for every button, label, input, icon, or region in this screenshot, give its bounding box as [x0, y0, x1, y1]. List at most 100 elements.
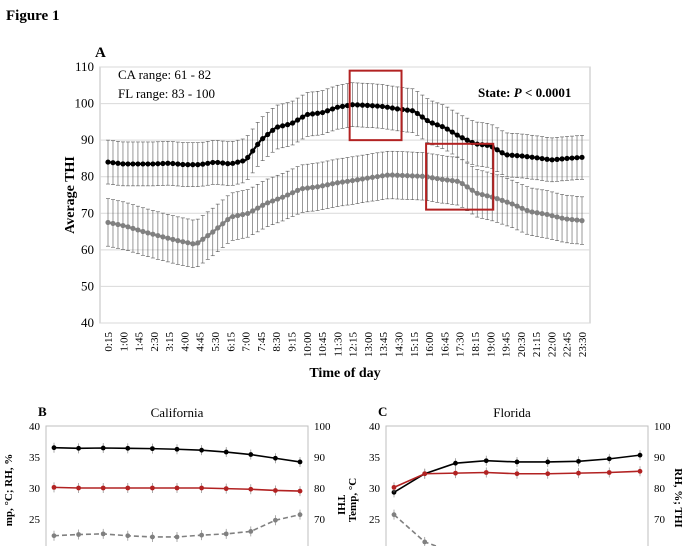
panel-a-series-2-point	[379, 173, 386, 179]
panel-a-x-tick-label: 20:30	[516, 332, 528, 358]
panel-a-series-1-point	[110, 160, 116, 166]
panel-c-left-tick-label: 40	[369, 421, 381, 433]
panel-a-series-1-point	[499, 150, 505, 156]
panel-a: A 40 50 60 70 80 90 100 110 0:15 1:00 1:45 2:30 3:1…	[63, 45, 591, 381]
panel-a-x-tick-label: 13:00	[363, 332, 375, 358]
panel-a-series-1-point	[270, 127, 276, 133]
panel-b-series-1-point	[273, 455, 278, 461]
fl-range-annotation: FL range: 83 - 100	[118, 86, 215, 101]
panel-a-series-2-point	[324, 182, 331, 188]
panel-a-series-2-point	[329, 181, 336, 187]
panel-a-series-1-point	[354, 102, 361, 108]
panel-a-series-1-point	[529, 154, 535, 160]
panel-a-series-1-point	[454, 132, 460, 138]
panel-a-series-1-point	[290, 120, 296, 126]
panel-c-left-tick-label: 25	[369, 514, 381, 526]
state-prefix: State:	[478, 85, 514, 100]
panel-a-series-1-point	[115, 160, 121, 166]
panel-b-right-tick-label: 80	[314, 483, 326, 495]
panel-c-plot-frame	[385, 425, 649, 546]
panel-a-series-1-point	[364, 102, 371, 108]
panel-a-series-1-point	[285, 122, 291, 128]
panel-a-series-2-point	[364, 175, 371, 181]
panel-a-series-1-point	[419, 114, 425, 120]
panel-a-highlight-box	[348, 69, 403, 142]
panel-a-series-2-point	[339, 179, 346, 185]
ca-range-annotation: CA range: 61 - 82	[118, 67, 211, 82]
panel-a-series-1-point	[544, 156, 550, 162]
panel-a-series-2-point	[295, 187, 301, 193]
panel-a-series-2-point	[235, 212, 241, 219]
panel-a-series-2-point	[389, 172, 395, 178]
panel-a-series-1-point	[539, 155, 545, 162]
panel-a-series-1-point	[524, 154, 530, 160]
panel-c-title: Florida	[493, 405, 531, 420]
panel-a-series-1-point	[574, 155, 580, 161]
panel-a-series-2-point	[299, 185, 306, 192]
panel-a-series-2-point	[344, 178, 351, 184]
panel-c-right-tick-label: 80	[654, 483, 666, 495]
panel-a-series-2-point	[519, 205, 525, 211]
panel-a-series-1-point	[215, 159, 221, 166]
panel-a-series-1-point	[359, 102, 366, 108]
panel-a-series-2-point	[255, 205, 261, 211]
panel-a-series-1-point	[220, 160, 226, 166]
panel-a-series-2-point	[250, 208, 256, 214]
panel-a-series-2-point	[554, 214, 560, 220]
panel-a-series-1-point	[245, 154, 251, 161]
panel-c-series-2-point	[545, 471, 551, 477]
panel-a-series-2-point	[225, 216, 231, 223]
panel-a-series-2-point	[210, 229, 216, 235]
panel-a-series-2-point	[369, 174, 376, 180]
panel-a-series-1-point	[200, 161, 206, 167]
panel-a-x-tick-label: 3:15	[164, 332, 176, 352]
panel-a-series-2-point	[319, 183, 326, 189]
panel-a-series-1-point	[260, 136, 266, 142]
panel-a-series-1-point	[579, 154, 585, 160]
panel-c-right-tick-label: 90	[654, 452, 666, 464]
panel-a-series-1-point	[150, 161, 156, 167]
panel-b-left-tick-label: 30	[29, 483, 41, 495]
panel-c-right-axis-thi: THI	[672, 508, 684, 528]
panel-a-series-2-point	[429, 175, 435, 181]
panel-a-series-1-point	[314, 110, 321, 116]
panel-c-series-2-point	[637, 468, 643, 474]
panel-a-x-tick-label: 15:15	[409, 332, 421, 358]
panel-a-x-tick-label: 16:00	[424, 332, 436, 358]
panel-a-series-2-line	[107, 173, 583, 246]
panel-a-series-2-point	[574, 217, 580, 223]
panel-a-series-2-point	[484, 193, 490, 199]
panel-a-series-1-point	[504, 152, 510, 158]
panel-b-right-tick-label: 70	[314, 514, 326, 526]
panel-c-series-2-point	[453, 470, 458, 476]
panel-a-series-1-point	[190, 162, 196, 168]
panel-b-series-3-point	[150, 534, 155, 540]
panel-c-right-tick-label: 100	[654, 421, 671, 433]
panel-b-series-1-point	[100, 445, 106, 451]
panel-c-letter: C	[378, 404, 387, 419]
panel-a-series-1-point	[180, 161, 186, 168]
state-suffix: < 0.0001	[522, 85, 572, 100]
panel-a-series-2-point	[354, 177, 361, 183]
panel-c-series-2-point	[514, 471, 520, 477]
panel-a-series-2-point	[230, 213, 236, 220]
panel-a-y-tick-label: 40	[81, 315, 94, 330]
panel-a-series-1-point	[409, 108, 415, 114]
panel-a-series-2-point	[409, 173, 415, 179]
panel-a-series-2-point	[514, 203, 520, 209]
panel-a-series-1-point	[205, 160, 211, 166]
panel-a-series-1-point	[329, 106, 336, 112]
panel-a-series-2-point	[165, 235, 171, 241]
panel-a-x-tick-label: 4:45	[195, 332, 207, 352]
panel-a-y-ticks: 40 50 60 70 80 90 100 110	[75, 59, 95, 330]
panel-b-right-tick-label: 100	[314, 421, 331, 433]
panel-a-series-2-point	[479, 191, 485, 198]
panel-a-series-2-point	[449, 178, 455, 184]
panel-a-series-1-point	[389, 105, 395, 111]
panel-a-series-2-point	[394, 172, 400, 178]
panel-b-series-1-point	[51, 445, 57, 451]
panel-a-series-2-point	[265, 200, 271, 206]
panel-b-series-3-point	[273, 517, 278, 523]
